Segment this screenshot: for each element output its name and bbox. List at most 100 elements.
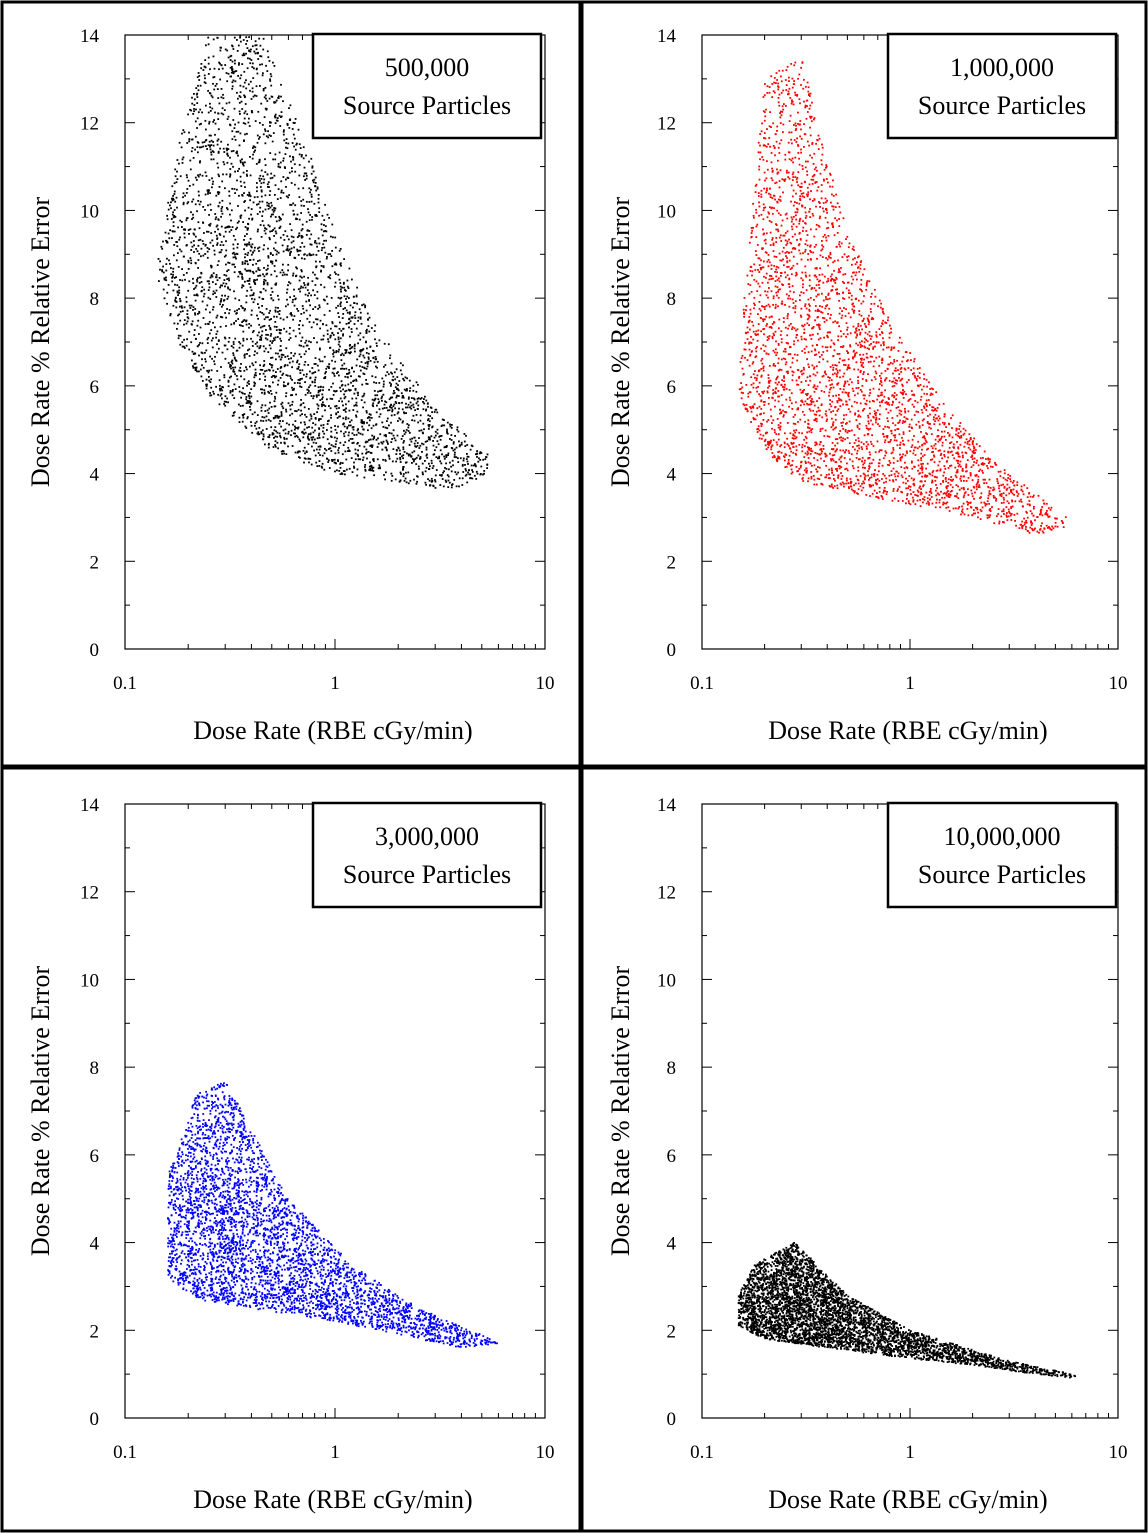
- scatter-point: [843, 485, 845, 488]
- scatter-point: [339, 473, 342, 475]
- scatter-point: [1036, 530, 1039, 533]
- scatter-point: [274, 249, 277, 252]
- scatter-point: [362, 394, 365, 397]
- scatter-point: [395, 402, 398, 404]
- scatter-point: [970, 466, 973, 468]
- scatter-point: [301, 336, 304, 339]
- scatter-point: [340, 359, 343, 361]
- scatter-point: [348, 267, 351, 270]
- scatter-point: [433, 411, 436, 413]
- scatter-point: [173, 182, 176, 185]
- scatter-point: [829, 251, 832, 254]
- scatter-point: [750, 407, 752, 410]
- scatter-point: [234, 297, 237, 300]
- scatter-point: [853, 400, 856, 403]
- scatter-point: [338, 470, 341, 472]
- scatter-point: [196, 76, 199, 79]
- scatter-point: [185, 300, 188, 303]
- scatter-point: [924, 474, 927, 477]
- scatter-point: [294, 170, 297, 173]
- scatter-point: [251, 345, 254, 347]
- scatter-point: [454, 471, 457, 473]
- scatter-point: [398, 380, 401, 382]
- scatter-point: [181, 310, 184, 313]
- scatter-point: [215, 234, 218, 237]
- scatter-point: [268, 344, 271, 347]
- scatter-point: [212, 151, 215, 153]
- scatter-point: [391, 460, 394, 463]
- scatter-point: [190, 304, 193, 307]
- scatter-point: [189, 108, 191, 111]
- scatter-point: [227, 379, 230, 382]
- scatter-point: [765, 145, 768, 148]
- scatter-point: [993, 522, 996, 525]
- scatter-point: [764, 345, 767, 348]
- scatter-point: [1008, 510, 1010, 513]
- scatter-point: [266, 267, 269, 270]
- scatter-point: [309, 314, 311, 317]
- scatter-point: [278, 422, 281, 425]
- scatter-point: [243, 239, 245, 241]
- scatter-point: [292, 158, 295, 161]
- scatter-point: [262, 433, 265, 436]
- scatter-point: [235, 320, 237, 322]
- scatter-point: [902, 431, 905, 434]
- scatter-point: [346, 468, 348, 471]
- scatter-point: [236, 221, 239, 224]
- panel-frame: [0, 0, 582, 768]
- scatter-point: [217, 97, 220, 99]
- scatter-point: [835, 193, 837, 196]
- scatter-point: [318, 211, 321, 213]
- scatter-point: [294, 298, 297, 301]
- scatter-point: [268, 436, 271, 439]
- scatter-point: [464, 468, 467, 470]
- scatter-point: [206, 280, 209, 283]
- scatter-point: [271, 96, 274, 98]
- scatter-point: [167, 284, 170, 286]
- y-tick-label: 6: [90, 377, 100, 398]
- scatter-point: [369, 360, 372, 362]
- scatter-point: [197, 267, 199, 269]
- scatter-point: [334, 262, 337, 265]
- scatter-point: [197, 239, 200, 242]
- scatter-point: [274, 336, 277, 339]
- scatter-point: [272, 210, 275, 213]
- scatter-point: [244, 260, 247, 262]
- scatter-point: [328, 367, 330, 369]
- scatter-point: [778, 456, 781, 459]
- scatter-point: [347, 372, 350, 375]
- scatter-point: [902, 420, 905, 422]
- scatter-point: [963, 513, 966, 516]
- scatter-point: [878, 364, 881, 367]
- scatter-point: [197, 72, 200, 74]
- scatter-point: [243, 356, 246, 359]
- scatter-point: [273, 405, 276, 408]
- scatter-point: [271, 176, 274, 179]
- scatter-point: [407, 424, 410, 427]
- scatter-point: [178, 313, 181, 316]
- scatter-point: [280, 403, 283, 406]
- scatter-point: [409, 387, 412, 390]
- scatter-point: [282, 176, 285, 178]
- scatter-point: [300, 236, 303, 239]
- scatter-point: [216, 330, 219, 333]
- scatter-point: [831, 193, 833, 196]
- scatter-point: [204, 193, 207, 196]
- scatter-point: [450, 470, 453, 473]
- scatter-point: [298, 324, 300, 326]
- scatter-point: [230, 209, 233, 212]
- scatter-point: [305, 416, 308, 418]
- scatter-point: [263, 281, 265, 283]
- scatter-point: [253, 67, 255, 70]
- scatter-point: [243, 81, 246, 84]
- scatter-point: [445, 446, 448, 448]
- scatter-point: [871, 316, 874, 319]
- scatter-point: [314, 363, 317, 365]
- scatter-point: [1005, 506, 1008, 508]
- scatter-point: [220, 387, 222, 390]
- scatter-point: [334, 470, 336, 473]
- scatter-point: [219, 147, 221, 150]
- scatter-point: [321, 396, 324, 399]
- scatter-point: [271, 432, 274, 434]
- scatter-point: [821, 248, 824, 251]
